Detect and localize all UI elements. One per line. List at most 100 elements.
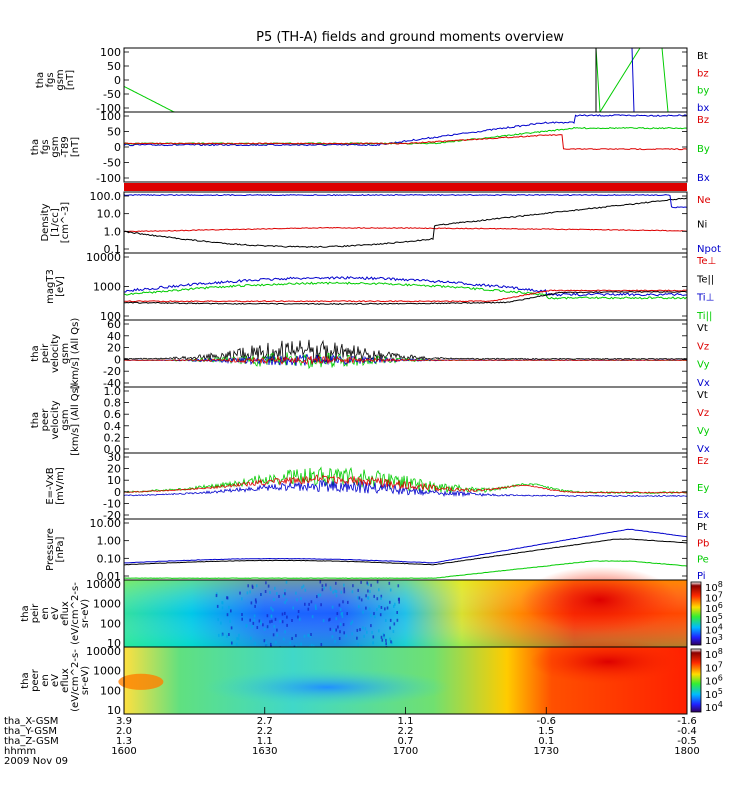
y-axis-label: [nT] — [65, 70, 76, 90]
heatmap-cool-region — [202, 668, 451, 706]
y-tick-label: 10000 — [86, 645, 121, 658]
x-row-label: tha_Y-GSM — [4, 726, 57, 737]
y-tick-label: 100.0 — [90, 190, 122, 203]
heatmap-speckle — [263, 627, 266, 631]
heatmap-speckle — [356, 636, 358, 640]
heatmap-speckle — [316, 595, 318, 599]
legend-bt: Bt — [697, 51, 708, 62]
y-tick-label: 0.6 — [104, 408, 122, 421]
panel-density: Ne Ni Npot 100.0 10.0 1.0 0.1 Density [1/cc] [cm^… — [40, 190, 721, 256]
heatmap-speckle — [359, 628, 361, 632]
x-tick-label: 1.1 — [257, 736, 273, 747]
heatmap-speckle — [341, 615, 344, 618]
y-axis-label: E=-VxB — [45, 467, 56, 504]
heatmap-speckle — [383, 634, 385, 638]
panel-pressure: Pt Pb Pe Pi 10.00 1.00 0.10 0.01 Pressure [nPa] — [45, 517, 709, 583]
heatmap-speckle — [329, 617, 331, 621]
y-tick-label: 0.10 — [97, 552, 122, 565]
heatmap-speckle — [323, 586, 325, 590]
y-axis-label: [eV] — [55, 276, 66, 297]
heatmap-speckle — [297, 615, 299, 619]
heatmap-speckle — [357, 643, 359, 647]
y-tick-label: -20 — [103, 509, 121, 522]
x-tick-label: 2.2 — [257, 726, 273, 737]
y-tick-label: 10000 — [86, 578, 121, 591]
series-ez — [123, 474, 687, 494]
panel-temperature: Te⊥ Te|| Ti⊥ Ti|| 10000 1000 100 magT3 [eV] — [45, 251, 716, 323]
legend-vy: Vy — [697, 426, 710, 437]
heatmap-speckle — [319, 580, 322, 584]
x-tick-label: 3.9 — [116, 716, 132, 727]
x-tick-label: 2.2 — [398, 726, 414, 737]
y-axis-label: -T89 — [60, 136, 71, 158]
series-te-perp — [124, 289, 687, 303]
x-tick-label: 0.7 — [398, 736, 414, 747]
legend-ey: Ey — [697, 483, 709, 494]
y-tick-label: 1.0 — [104, 385, 122, 398]
y-tick-label: 0.4 — [104, 420, 122, 433]
series-bx — [631, 47, 635, 113]
legend-bz: Bz — [697, 115, 709, 126]
x-tick-label: -0.5 — [677, 736, 697, 747]
y-tick-label: 40 — [107, 330, 121, 343]
heatmap-speckle — [250, 636, 252, 640]
heatmap-speckle — [286, 615, 288, 619]
heatmap-speckle — [284, 592, 286, 596]
y-axis-label: tha — [30, 139, 41, 155]
y-axis-label: en — [40, 607, 51, 620]
heatmap-speckle — [216, 604, 219, 608]
heatmap-speckle — [378, 588, 380, 592]
heatmap-speckle — [300, 642, 302, 646]
heatmap-speckle — [247, 584, 249, 588]
heatmap-speckle — [357, 596, 359, 600]
heatmap-speckle — [266, 644, 268, 648]
legend-ti-: Ti|| — [696, 311, 712, 322]
series-by — [595, 47, 601, 113]
legend-vz: Vz — [697, 341, 709, 352]
heatmap-speckle — [255, 600, 257, 604]
heatmap-speckle — [308, 602, 310, 606]
y-axis-label: sr-eV) — [80, 599, 91, 628]
heatmap-speckle — [342, 623, 345, 627]
heatmap-speckle — [263, 639, 266, 643]
heatmap-speckle — [370, 583, 372, 587]
legend-vx: Vx — [697, 378, 710, 389]
heatmap-speckle — [357, 588, 359, 592]
y-tick-label: 0 — [114, 141, 121, 154]
heatmap-speckle — [339, 630, 341, 634]
legend-te-: Te⊥ — [696, 256, 716, 267]
heatmap-speckle — [274, 586, 276, 590]
x-tick-label: 1.3 — [116, 736, 132, 747]
heatmap-speckle — [331, 605, 334, 609]
heatmap-speckle — [345, 634, 347, 638]
y-axis-label: gsm — [50, 136, 61, 157]
heatmap-speckle — [398, 597, 400, 601]
heatmap-speckle — [386, 606, 389, 610]
y-axis-label: eV — [50, 607, 61, 620]
heatmap-speckle — [279, 619, 281, 623]
panel-frame — [123, 191, 688, 254]
colorbar-label: 108 — [705, 647, 723, 661]
heatmap-speckle — [331, 635, 334, 639]
x-tick-label: 1700 — [393, 746, 418, 757]
y-tick-label: 0.2 — [104, 431, 122, 444]
y-tick-label: 30 — [107, 451, 121, 464]
y-axis-label: tha — [30, 412, 41, 428]
heatmap-speckle — [254, 604, 256, 608]
panel-frame — [123, 47, 688, 113]
series-npot — [123, 194, 687, 209]
x-tick-label: 0.1 — [538, 736, 554, 747]
heatmap-speckle — [229, 619, 231, 623]
colorbar — [690, 648, 702, 713]
heatmap-speckle — [307, 633, 309, 637]
series-ey — [123, 466, 688, 495]
legend-vy: Vy — [697, 360, 710, 371]
heatmap-speckle — [321, 588, 324, 592]
heatmap-speckle — [351, 620, 354, 624]
legend-ti-: Ti⊥ — [696, 293, 714, 304]
heatmap-speckle — [325, 583, 327, 587]
heatmap-speckle — [366, 630, 368, 634]
